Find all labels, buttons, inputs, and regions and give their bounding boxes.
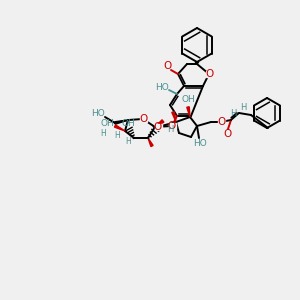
Bar bbox=[140, 116, 146, 122]
Text: OH: OH bbox=[181, 95, 195, 104]
Bar bbox=[154, 124, 161, 130]
Polygon shape bbox=[155, 120, 164, 127]
Text: HO: HO bbox=[155, 83, 169, 92]
Text: O: O bbox=[139, 114, 147, 124]
Bar bbox=[206, 71, 212, 77]
Polygon shape bbox=[172, 112, 176, 122]
Text: H: H bbox=[230, 110, 236, 118]
Polygon shape bbox=[114, 125, 125, 131]
Text: H: H bbox=[240, 103, 246, 112]
Text: H: H bbox=[167, 125, 173, 134]
Text: OH: OH bbox=[100, 119, 114, 128]
Polygon shape bbox=[148, 138, 153, 147]
Text: OH: OH bbox=[121, 118, 135, 127]
Polygon shape bbox=[187, 107, 190, 117]
Text: HO: HO bbox=[91, 110, 105, 118]
Text: O: O bbox=[154, 122, 162, 132]
Text: H: H bbox=[114, 130, 120, 140]
Text: O: O bbox=[224, 129, 232, 139]
Text: H: H bbox=[125, 137, 131, 146]
Polygon shape bbox=[195, 62, 199, 64]
Polygon shape bbox=[115, 120, 128, 124]
Bar bbox=[169, 123, 176, 129]
Text: O: O bbox=[205, 69, 213, 79]
Text: H: H bbox=[100, 128, 106, 137]
Text: HO: HO bbox=[193, 139, 207, 148]
Bar bbox=[218, 119, 224, 125]
Text: O: O bbox=[168, 121, 176, 131]
Text: O: O bbox=[217, 117, 225, 127]
Text: O: O bbox=[163, 61, 171, 71]
